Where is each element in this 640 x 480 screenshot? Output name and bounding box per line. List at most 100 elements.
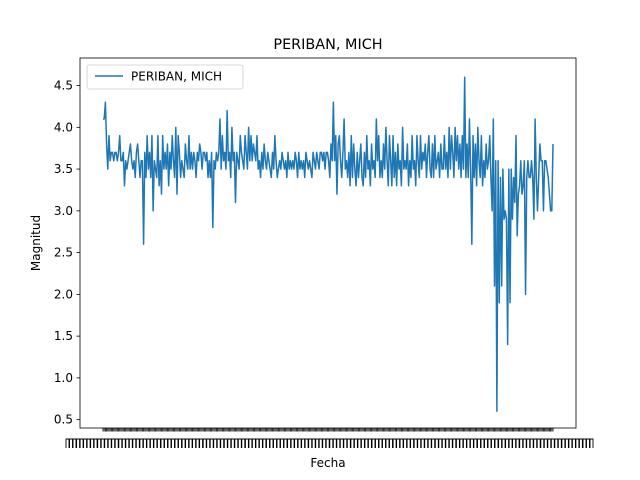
x-tick-label <box>244 438 249 448</box>
y-tick-label: 1.0 <box>54 371 73 385</box>
x-tick-label <box>494 438 499 448</box>
x-tick-label <box>153 438 158 448</box>
x-tick-label <box>206 438 211 448</box>
x-tick-label <box>304 438 309 448</box>
x-tick-label <box>589 438 594 448</box>
chart-title: PERIBAN, MICH <box>273 37 382 53</box>
x-tick-label <box>543 438 548 448</box>
x-tick-label <box>526 438 531 448</box>
x-ticks <box>65 428 594 448</box>
x-tick-label <box>487 438 492 448</box>
x-tick-label <box>424 438 429 448</box>
plot-frame <box>79 57 577 429</box>
x-tick-label <box>431 438 436 448</box>
x-tick-label <box>557 438 562 448</box>
y-tick-label: 4.0 <box>54 120 73 134</box>
x-tick-label <box>522 438 527 448</box>
x-tick-label <box>72 438 77 448</box>
x-tick-label <box>318 438 323 448</box>
x-tick-label <box>167 438 172 448</box>
x-tick-label <box>462 438 467 448</box>
x-tick-label <box>375 438 379 448</box>
legend-label: PERIBAN, MICH <box>131 70 222 84</box>
x-tick-label <box>547 438 552 448</box>
x-tick-label <box>420 438 425 448</box>
x-tick-label <box>171 438 175 448</box>
x-tick-label <box>283 438 288 448</box>
x-tick-label <box>311 438 316 448</box>
x-tick-label <box>392 438 397 448</box>
x-tick-label <box>251 438 256 448</box>
y-axis-label: Magnitud <box>29 215 43 271</box>
x-tick-label <box>575 438 580 448</box>
x-tick-label <box>65 438 70 448</box>
x-tick-label <box>480 438 485 448</box>
x-tick-label <box>174 438 179 448</box>
x-tick-label <box>484 438 488 448</box>
x-tick-label <box>357 438 362 448</box>
x-tick-label <box>473 438 478 448</box>
x-tick-label <box>452 438 457 448</box>
x-tick-label <box>427 438 432 448</box>
x-tick-label <box>403 438 408 448</box>
x-tick-label <box>469 438 474 448</box>
x-tick-label <box>258 438 263 448</box>
x-tick-label <box>350 438 355 448</box>
x-tick-label <box>213 438 218 448</box>
x-tick-label <box>114 438 119 448</box>
x-tick-label <box>367 438 372 448</box>
x-tick-label <box>540 438 545 448</box>
x-tick-label <box>325 438 330 448</box>
x-tick-label <box>142 438 147 448</box>
x-tick-label <box>410 438 415 448</box>
x-tick-label <box>234 438 239 448</box>
x-tick-label <box>508 438 513 448</box>
x-tick-label <box>93 438 98 448</box>
x-tick-label <box>139 438 144 448</box>
x-tick-label <box>255 438 260 448</box>
x-tick-label <box>128 438 133 448</box>
x-tick-label <box>505 438 510 448</box>
x-tick-label <box>371 438 376 448</box>
x-tick-label <box>273 438 277 448</box>
x-tick-label <box>104 438 109 448</box>
x-tick-label <box>339 438 344 448</box>
x-tick-label <box>202 438 207 448</box>
x-tick-label <box>571 438 576 448</box>
x-tick-label <box>248 438 253 448</box>
x-tick-label <box>332 438 337 448</box>
x-tick-label <box>308 438 313 448</box>
legend: PERIBAN, MICH <box>86 64 244 90</box>
y-ticks: 0.5 1.0 1.5 2.0 2.5 3.0 3.5 4.0 4.5 <box>54 79 80 427</box>
x-tick-label <box>262 438 267 448</box>
x-tick-label <box>336 438 341 448</box>
x-tick-label <box>69 438 73 448</box>
x-tick-label <box>290 438 295 448</box>
x-tick-label <box>466 438 471 448</box>
series-line <box>103 76 554 413</box>
x-tick-label <box>294 438 299 448</box>
x-tick-label <box>111 438 116 448</box>
x-tick-label <box>209 438 214 448</box>
x-tick-label <box>178 438 182 448</box>
x-tick-label <box>441 438 446 448</box>
x-tick-label <box>455 438 460 448</box>
x-tick-label <box>135 438 140 448</box>
x-tick-label <box>181 438 186 448</box>
x-tick-label <box>533 438 538 448</box>
x-tick-label <box>185 438 190 448</box>
x-tick-label <box>266 438 270 448</box>
x-tick-label <box>378 438 383 448</box>
x-tick-label <box>297 438 302 448</box>
x-tick-label <box>121 438 126 448</box>
x-tick-label <box>146 438 151 448</box>
y-tick-label: 3.0 <box>54 204 73 218</box>
y-tick-label: 4.5 <box>54 79 73 93</box>
x-tick-label <box>269 438 274 448</box>
series-group <box>103 76 554 413</box>
x-tick-label <box>578 438 583 448</box>
x-tick-label <box>438 438 443 448</box>
x-tick-label <box>353 438 358 448</box>
x-tick-label <box>97 438 102 448</box>
x-tick-label <box>417 438 422 448</box>
